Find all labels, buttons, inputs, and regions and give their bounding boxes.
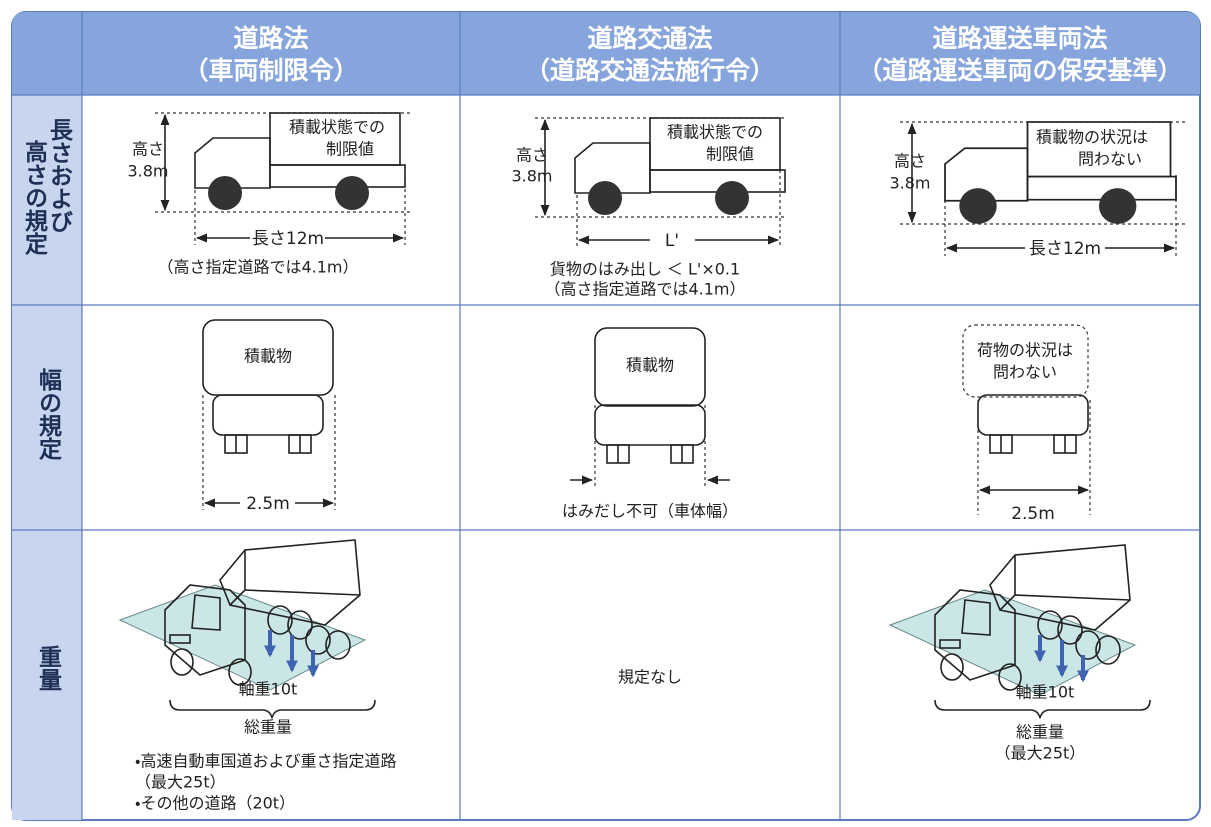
note: （最大25t） xyxy=(135,773,226,792)
note: 貨物のはみ出し ＜ L'×0.1 xyxy=(550,260,740,279)
load-box-text: 問わない xyxy=(993,363,1057,382)
truck-side-diagram xyxy=(155,112,410,248)
note: ・その他の道路（20t） xyxy=(135,794,295,813)
height-label: 高さ xyxy=(132,140,164,159)
load-box-text: 積載状態での xyxy=(289,118,385,137)
truck-front-diagram xyxy=(570,327,730,488)
axle-load: 軸重10t xyxy=(1016,683,1075,702)
width-label: 2.5m xyxy=(246,494,290,514)
note: ・高速自動車国道および重さ指定道路 xyxy=(135,752,396,771)
note: はみだし不可（車体幅） xyxy=(562,502,738,521)
load-box-text: 積載物 xyxy=(244,347,292,366)
truck-iso-diagram xyxy=(120,540,376,719)
load-box-text: 制限値 xyxy=(326,140,374,159)
truck-front-diagram xyxy=(202,319,336,513)
load-box-text: 積載物 xyxy=(626,356,674,375)
load-box-text: 荷物の状況は xyxy=(977,341,1073,360)
width-label: 2.5m xyxy=(1011,504,1055,524)
label-column xyxy=(12,95,82,820)
truck-front-diagram xyxy=(962,324,1091,515)
note: （最大25t） xyxy=(995,744,1086,763)
load-box-text: 制限値 xyxy=(706,145,754,164)
length-label: 長さ12m xyxy=(1029,239,1101,259)
load-box-text: 積載物の状況は xyxy=(1036,128,1148,147)
truck-side-diagram xyxy=(900,121,1185,258)
column-title: 道路法 xyxy=(233,24,308,53)
truck-iso-diagram xyxy=(890,545,1151,719)
note: （高さ指定道路では4.1m） xyxy=(157,258,358,277)
column-subtitle: （道路交通法施行令） xyxy=(525,56,775,85)
length-label: 長さ12m xyxy=(252,229,324,249)
height-value: 3.8m xyxy=(127,162,168,181)
note: 規定なし xyxy=(618,668,682,687)
header-band xyxy=(12,12,1200,95)
height-value: 3.8m xyxy=(511,167,552,186)
column-subtitle: （道路運送車両の保安基準） xyxy=(857,56,1182,85)
column-title: 道路運送車両法 xyxy=(932,24,1107,53)
total-weight: 総重量 xyxy=(244,718,292,737)
row-label: 高さの規定 xyxy=(21,140,49,256)
truck-side-diagram xyxy=(535,117,786,250)
row-label: 幅の規定 xyxy=(35,368,63,461)
column-title: 道路交通法 xyxy=(587,24,712,53)
height-label: 高さ xyxy=(894,152,926,171)
column-subtitle: （車両制限令） xyxy=(183,56,358,85)
row-label: 重量 xyxy=(35,645,63,691)
load-box-text: 積載状態での xyxy=(667,123,763,142)
note: （高さ指定道路では4.1m） xyxy=(544,280,745,299)
height-value: 3.8m xyxy=(889,174,930,193)
load-box-text: 問わない xyxy=(1078,150,1142,169)
height-label: 高さ xyxy=(516,146,548,165)
length-label: L' xyxy=(665,231,679,251)
row-label: 長さおよび xyxy=(46,118,74,233)
total-weight: 総重量 xyxy=(1016,723,1064,742)
axle-load: 軸重10t xyxy=(239,680,298,699)
